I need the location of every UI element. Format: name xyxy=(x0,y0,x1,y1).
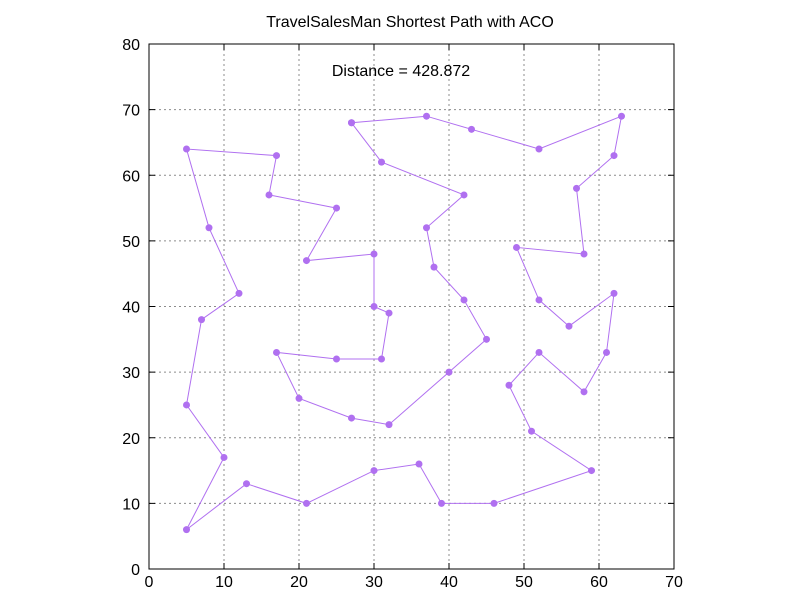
city-point xyxy=(303,257,310,265)
x-tick-label: 70 xyxy=(665,574,683,591)
chart-title: TravelSalesMan Shortest Path with ACO xyxy=(266,14,554,31)
city-point xyxy=(460,191,468,199)
city-point xyxy=(535,296,543,304)
city-point xyxy=(198,316,205,324)
x-tick-label: 10 xyxy=(215,574,233,591)
axis-tick-labels: 0 10 20 30 40 50 60 70 0 10 20 30 40 50 60 70 80 xyxy=(122,37,683,591)
city-point xyxy=(580,388,588,396)
x-tick-label: 40 xyxy=(440,574,458,591)
city-point xyxy=(378,355,385,363)
y-tick-label: 70 xyxy=(122,103,140,120)
city-point xyxy=(303,499,310,507)
route-line xyxy=(185,115,623,530)
city-point xyxy=(333,355,340,363)
x-tick-label: 20 xyxy=(290,574,308,591)
x-tick-label: 30 xyxy=(365,574,383,591)
city-point xyxy=(610,152,618,160)
city-point xyxy=(468,125,475,133)
city-point xyxy=(445,368,453,376)
city-point xyxy=(438,499,445,507)
city-point xyxy=(265,191,273,199)
city-point xyxy=(603,348,610,356)
city-point xyxy=(273,152,280,160)
city-point xyxy=(580,250,588,258)
city-point xyxy=(243,480,250,488)
y-tick-label: 80 xyxy=(122,37,140,54)
y-tick-label: 60 xyxy=(122,168,140,185)
city-point xyxy=(370,303,378,310)
city-point xyxy=(183,526,190,534)
city-point xyxy=(415,460,423,468)
city-point xyxy=(348,414,355,422)
y-tick-label: 40 xyxy=(122,300,140,317)
distance-annotation: Distance = 428.872 xyxy=(332,63,470,80)
city-point xyxy=(618,112,625,120)
y-tick-label: 50 xyxy=(122,234,140,251)
city-point xyxy=(565,322,573,330)
city-point xyxy=(573,184,580,192)
city-point xyxy=(205,224,213,232)
y-tick-label: 10 xyxy=(122,496,140,513)
y-tick-label: 30 xyxy=(122,365,140,382)
city-point xyxy=(295,394,303,402)
city-point xyxy=(460,296,468,304)
city-point xyxy=(235,289,243,297)
city-point xyxy=(423,224,430,232)
city-point xyxy=(370,467,378,475)
route-path xyxy=(185,115,623,530)
y-tick-label: 0 xyxy=(131,562,140,579)
city-point xyxy=(588,467,595,475)
y-tick-label: 20 xyxy=(122,431,140,448)
x-tick-label: 50 xyxy=(515,574,533,591)
city-point xyxy=(483,335,490,343)
city-point xyxy=(273,348,280,356)
city-point xyxy=(220,453,228,461)
city-point xyxy=(490,499,498,507)
city-point xyxy=(348,119,355,127)
x-tick-label: 0 xyxy=(145,574,154,591)
city-point xyxy=(385,309,393,317)
city-point xyxy=(370,250,378,258)
city-points xyxy=(183,112,625,534)
city-point xyxy=(535,348,543,356)
city-point xyxy=(423,112,430,120)
city-point xyxy=(183,401,190,409)
city-point xyxy=(610,289,618,297)
city-point xyxy=(505,381,513,389)
city-point xyxy=(378,158,385,166)
plot-frame xyxy=(148,43,675,570)
city-point xyxy=(535,145,543,153)
city-point xyxy=(430,263,438,271)
city-point xyxy=(183,145,190,153)
x-tick-label: 60 xyxy=(590,574,608,591)
city-point xyxy=(333,204,340,212)
city-point xyxy=(385,421,393,429)
city-point xyxy=(528,427,535,435)
city-point xyxy=(513,243,520,251)
